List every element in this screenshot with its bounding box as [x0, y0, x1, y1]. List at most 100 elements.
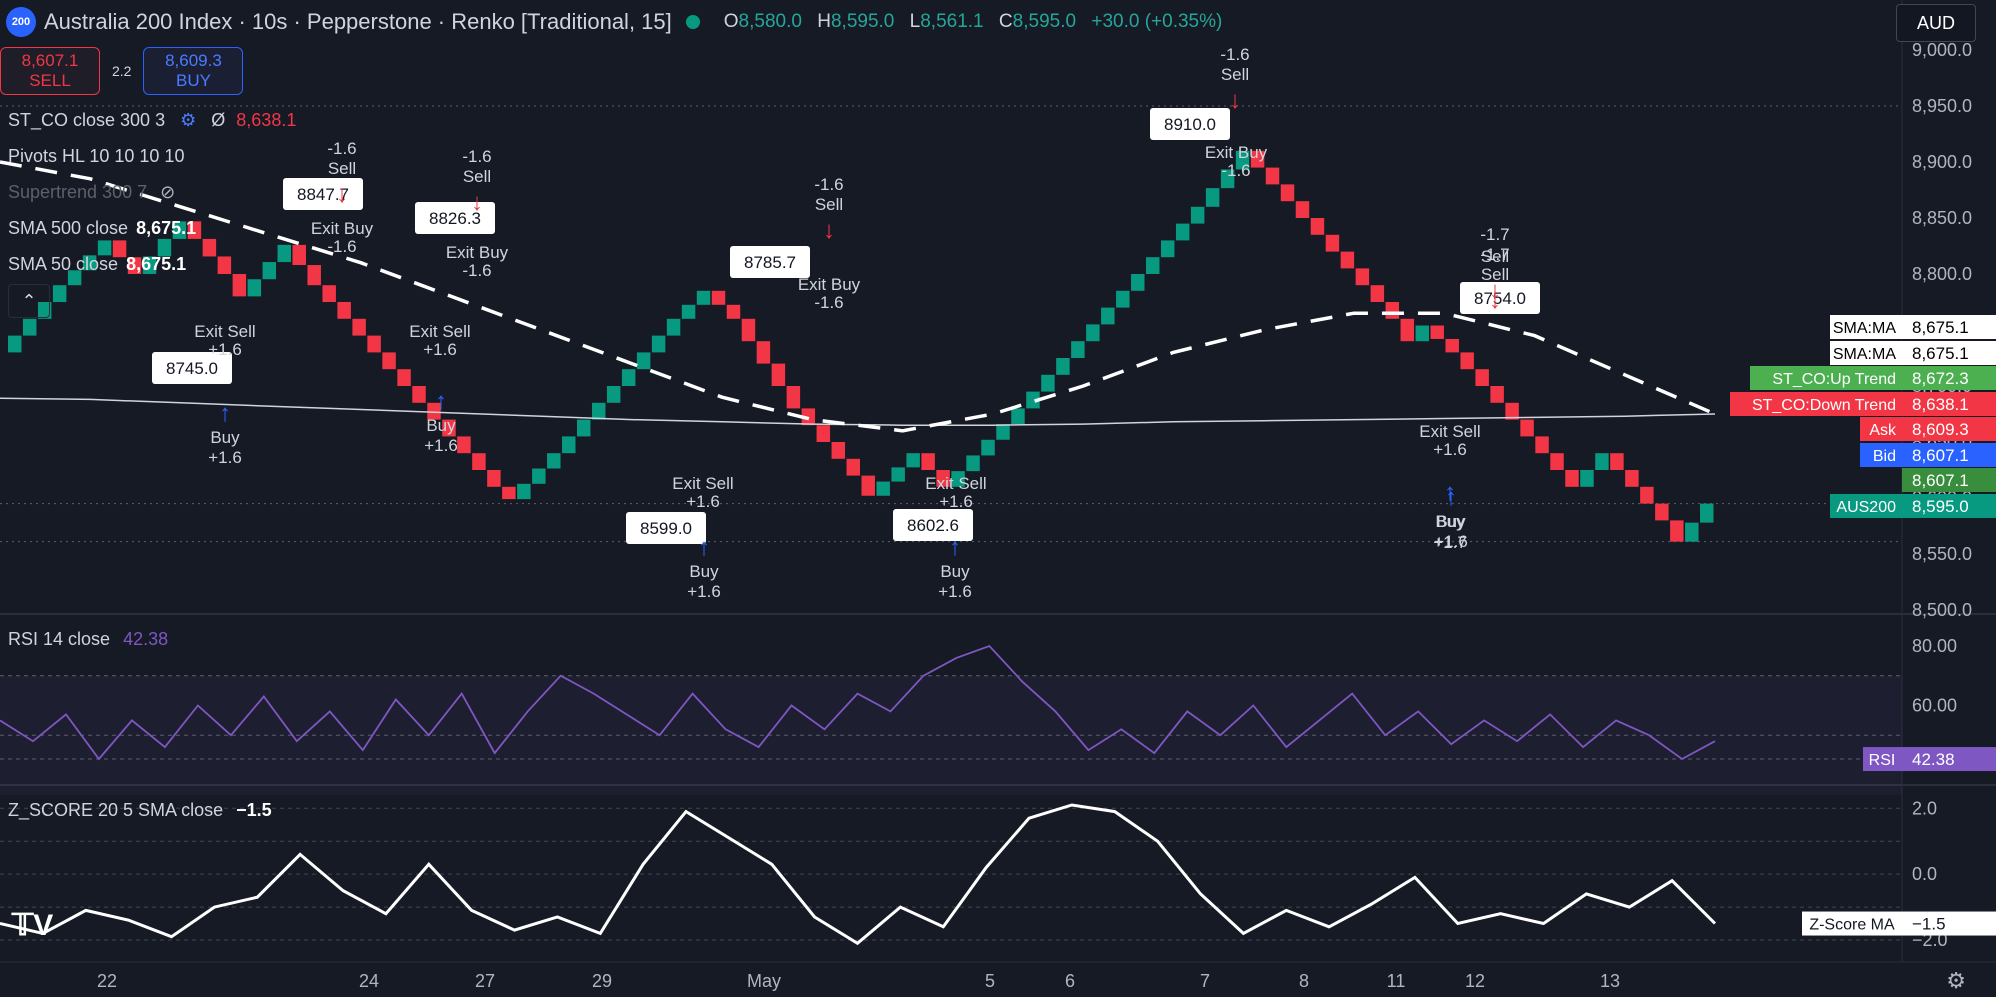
renko-brick	[442, 419, 456, 437]
legend-stco[interactable]: ST_CO close 300 3 ⚙ Ø 8,638.1	[8, 110, 297, 130]
signal-value: +1.6	[1433, 440, 1467, 459]
signal-label: Sell	[328, 159, 356, 178]
rsi-tick-label: 60.00	[1912, 695, 1957, 715]
ohlc-readout: O8,580.0 H8,595.0 L8,561.1 C8,595.0 +30.…	[723, 11, 1223, 32]
settings-icon[interactable]: ⚙	[180, 110, 197, 130]
renko-brick	[891, 467, 905, 482]
renko-brick	[951, 471, 965, 487]
pivot-label: 8599.0	[640, 519, 692, 538]
pivot-label-box	[152, 352, 232, 384]
price-tick-label: 8,850.0	[1912, 208, 1972, 228]
legend-supertrend[interactable]: Supertrend 300 7 ⊘	[8, 182, 176, 202]
legend-rsi[interactable]: RSI 14 close 42.38	[8, 629, 169, 649]
signal-value: -1.6	[462, 147, 491, 166]
signal-value: +1.7	[1433, 533, 1467, 552]
renko-brick	[1385, 302, 1400, 319]
signal-label: Sell	[1481, 265, 1509, 284]
renko-brick	[1520, 419, 1534, 437]
price-label-value-bg	[1902, 315, 1996, 339]
renko-brick	[1580, 470, 1594, 487]
price-tick-label: 8,500.0	[1912, 600, 1972, 620]
renko-brick	[1475, 369, 1489, 386]
renko-brick	[337, 302, 351, 319]
symbol-title[interactable]: Australia 200 Index · 10s · Pepperstone …	[44, 9, 672, 34]
renko-brick	[771, 363, 786, 386]
rsi-value: 42.38	[1912, 750, 1955, 769]
pivot-label: 8785.7	[744, 253, 796, 272]
renko-brick	[412, 386, 426, 403]
renko-brick	[277, 244, 292, 263]
renko-brick	[1445, 338, 1459, 353]
price-tick-label: 8,900.0	[1912, 152, 1972, 172]
renko-brick	[1175, 223, 1190, 241]
renko-brick	[127, 257, 142, 274]
signal-value: -1.6	[1220, 45, 1249, 64]
pivot-label-box	[283, 178, 363, 210]
price-label-name: Bid	[1873, 448, 1896, 465]
pivot-label: 8910.0	[1164, 115, 1216, 134]
currency-select[interactable]: AUD	[1896, 4, 1976, 42]
price-label-value: 8,595.0	[1912, 497, 1969, 516]
legend-sma50[interactable]: SMA 50 close 8,675.1	[8, 254, 187, 274]
renko-brick	[517, 483, 531, 500]
signal-label: Buy	[1435, 512, 1465, 531]
pivot-label: 8754.0	[1474, 289, 1526, 308]
price-label-tag	[1750, 366, 1902, 390]
pivot-label-box	[415, 202, 495, 234]
price-label-name: SMA:MA	[1833, 320, 1896, 337]
renko-brick	[621, 369, 636, 386]
time-tick-label: 8	[1299, 971, 1309, 991]
signal-label: Sell	[1221, 65, 1249, 84]
renko-brick	[1146, 257, 1160, 274]
legend-pivots[interactable]: Pivots HL 10 10 10 10	[8, 146, 185, 166]
collapse-legend-button[interactable]: ⌃	[8, 284, 50, 318]
signal-label: Sell	[815, 195, 843, 214]
renko-brick	[1625, 470, 1639, 487]
signal-value: -1.7	[1480, 225, 1509, 244]
renko-brick	[861, 475, 875, 496]
signal-value: -1.6	[814, 175, 843, 194]
zscore-tag	[1802, 911, 1902, 936]
renko-brick	[966, 455, 980, 472]
renko-brick	[1505, 402, 1519, 420]
pivot-label-box	[730, 246, 810, 278]
time-tick-label: 27	[475, 971, 495, 991]
renko-brick	[1101, 307, 1115, 325]
legend-zscore[interactable]: Z_SCORE 20 5 SMA close −1.5	[8, 800, 272, 820]
renko-brick	[696, 290, 711, 305]
renko-brick	[1280, 184, 1295, 202]
renko-brick	[112, 240, 127, 258]
sell-button[interactable]: 8,607.1 SELL	[0, 47, 100, 95]
price-label-value: 8,609.3	[1912, 420, 1969, 439]
sell-arrow-icon: ↓	[823, 217, 835, 244]
market-status-icon[interactable]	[685, 15, 700, 29]
price-label-value: 8,675.1	[1912, 344, 1969, 363]
rsi-tag-label: RSI	[1869, 752, 1896, 769]
renko-brick	[636, 352, 651, 370]
renko-brick	[262, 262, 277, 280]
price-tick-label: 9,000.0	[1912, 40, 1972, 60]
renko-brick	[352, 318, 366, 336]
legend-sma500[interactable]: SMA 500 close 8,675.1	[8, 218, 197, 238]
hidden-eye-icon[interactable]: ⊘	[160, 182, 176, 202]
chart-header: 200 Australia 200 Index · 10s · Pepperst…	[0, 6, 1222, 38]
renko-brick	[1640, 486, 1654, 504]
renko-brick	[217, 256, 232, 274]
time-tick-label: 24	[359, 971, 379, 991]
signal-label: Buy	[210, 428, 240, 447]
renko-brick	[1595, 453, 1609, 470]
renko-brick	[756, 341, 771, 364]
symbol-badge[interactable]: 200	[6, 7, 36, 37]
renko-brick	[397, 369, 411, 386]
trade-panel: 8,607.1 SELL 2.2 8,609.3 BUY	[0, 46, 244, 96]
price-label-name: AUS200	[1836, 499, 1896, 516]
sell-arrow-icon: ↓	[1489, 277, 1501, 304]
renko-brick	[1250, 150, 1265, 168]
buy-button[interactable]: 8,609.3 BUY	[143, 47, 244, 95]
time-tick-label: 5	[985, 971, 995, 991]
renko-brick	[1190, 206, 1205, 224]
settings-gear-icon[interactable]: ⚙	[1946, 968, 1966, 993]
signal-value: +1.6	[686, 492, 720, 511]
renko-brick	[1056, 358, 1070, 375]
